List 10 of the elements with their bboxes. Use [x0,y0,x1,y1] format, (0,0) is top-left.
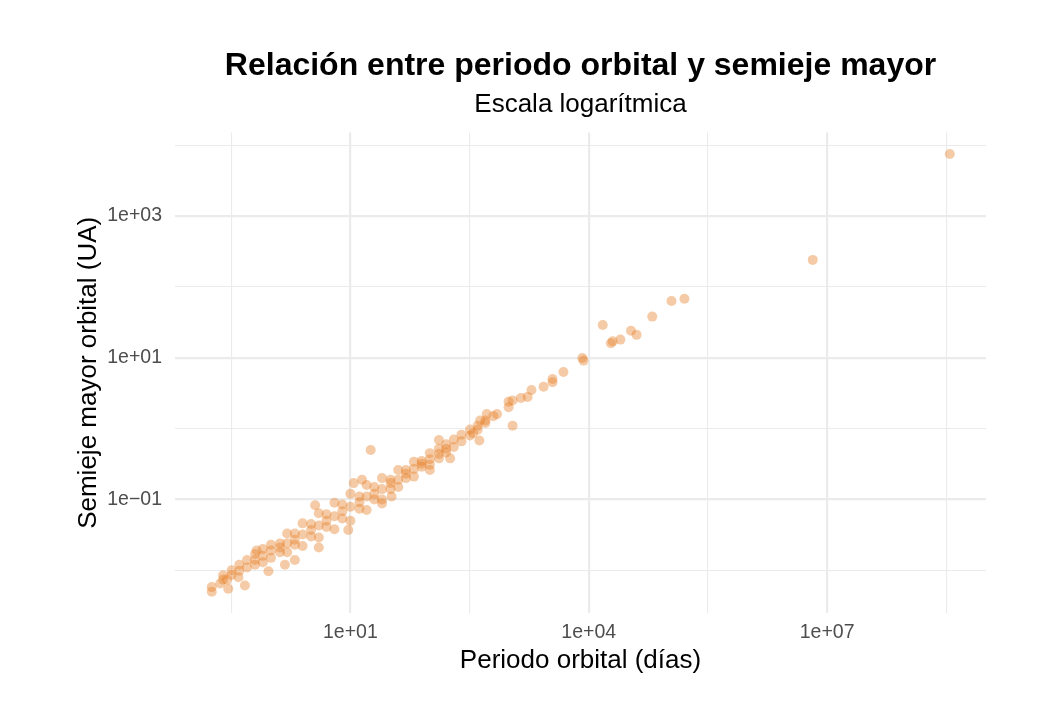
y-tick-label: 1e−01 [107,486,162,509]
chart-title: Relación entre periodo orbital y semieje mayor [224,46,937,83]
y-tick-label: 1e+03 [107,203,162,226]
chart-subtitle: Escala logarítmica [474,88,688,119]
x-tick-label: 1e+07 [799,620,855,643]
y-axis-title: Semieje mayor orbital (UA) [71,216,102,529]
x-tick-label: 1e+01 [323,620,378,643]
x-tick-label: 1e+04 [561,620,617,643]
y-tick-label: 1e+01 [107,345,162,368]
x-axis-title: Periodo orbital (días) [459,643,702,674]
